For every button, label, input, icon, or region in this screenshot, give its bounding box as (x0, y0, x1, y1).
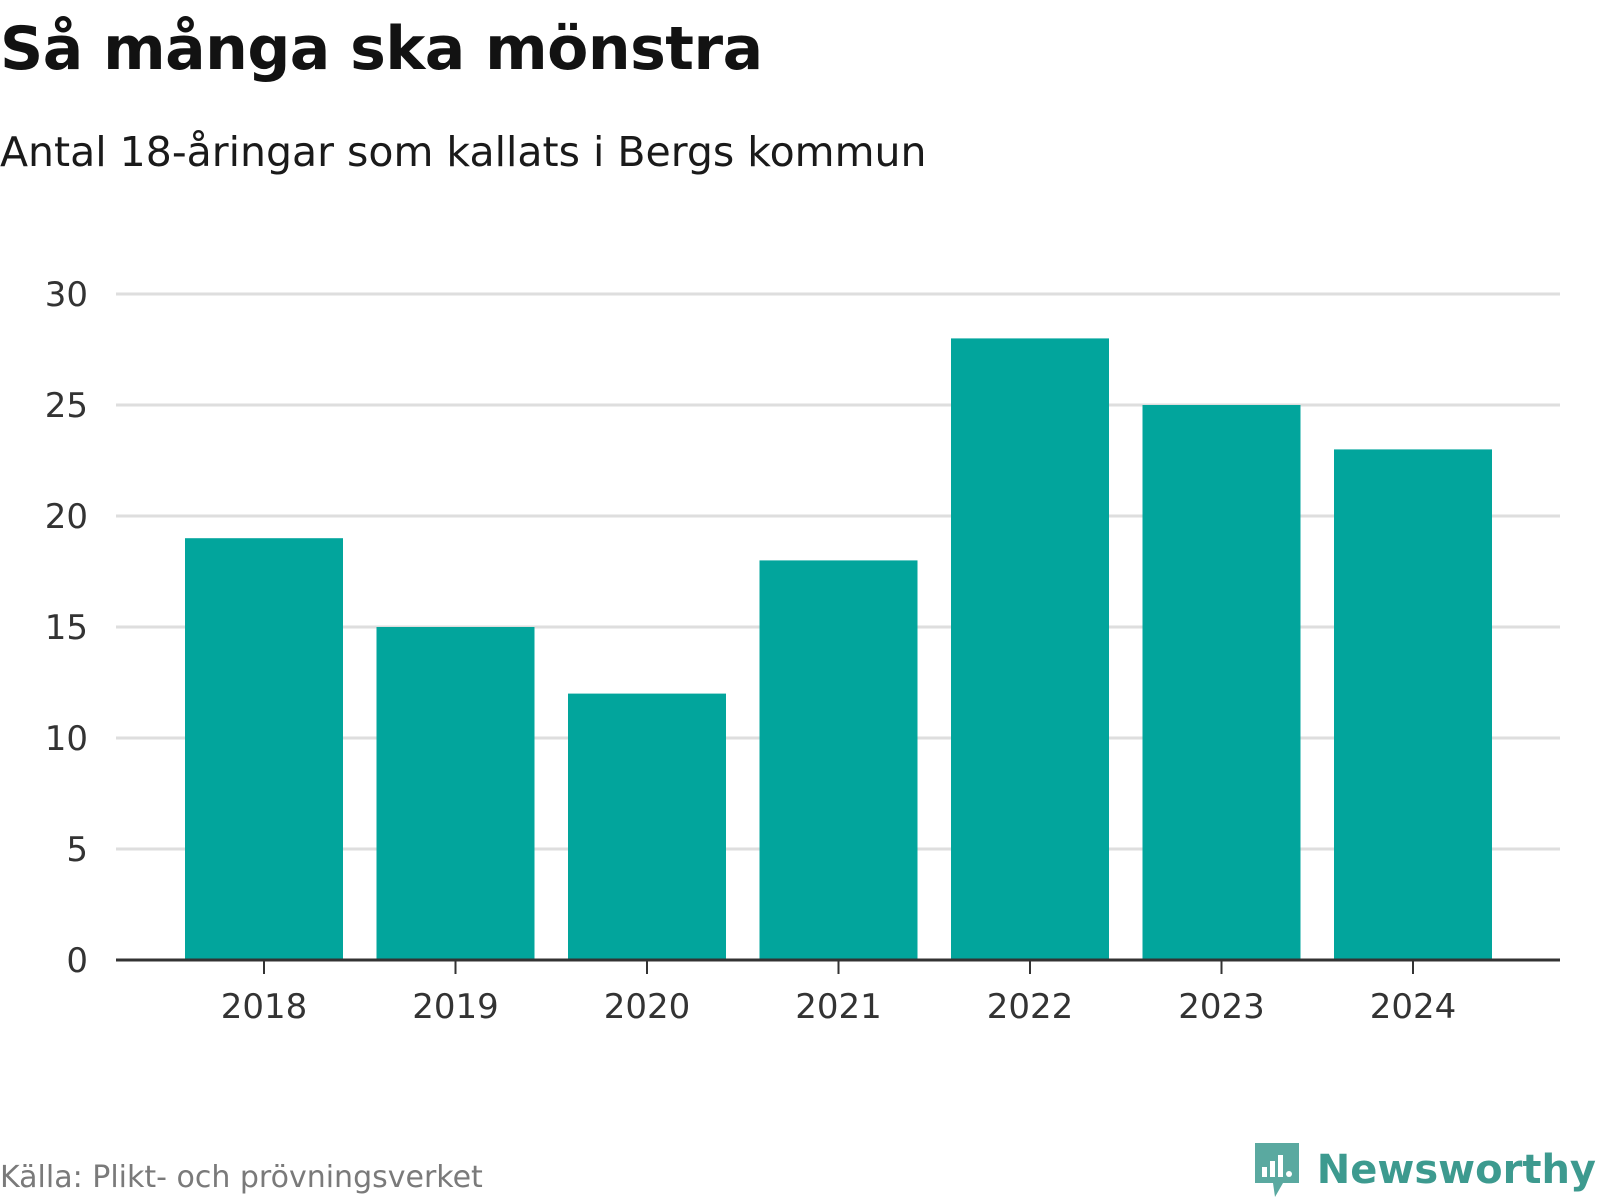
x-tick-label: 2022 (987, 987, 1074, 1027)
bar-2018[interactable] (185, 538, 343, 960)
newsworthy-logo-icon (1254, 1143, 1299, 1197)
bar-2024[interactable] (1334, 449, 1492, 960)
y-tick-label: 10 (45, 719, 88, 759)
x-tick-label: 2021 (795, 987, 882, 1027)
bars (185, 338, 1492, 960)
bar-2022[interactable] (951, 338, 1109, 960)
y-tick-label: 15 (45, 608, 88, 648)
bar-2021[interactable] (759, 560, 918, 960)
bar-chart: 0 5 10 15 20 25 30 2018 2019 2020 2021 2022 2023 2024 (45, 275, 1560, 1027)
chart-title: Så många ska mönstra (0, 14, 763, 84)
y-tick-label: 5 (66, 830, 88, 870)
y-tick-label: 0 (66, 941, 88, 981)
x-tick-label: 2018 (221, 987, 308, 1027)
x-tick-label: 2023 (1178, 987, 1265, 1027)
x-tick-label: 2024 (1370, 987, 1457, 1027)
axes: 0 5 10 15 20 25 30 2018 2019 2020 2021 2022 2023 2024 (45, 275, 1560, 1027)
y-tick-label: 25 (45, 386, 88, 426)
x-tick-label: 2019 (412, 987, 499, 1027)
brand-name: Newsworthy (1316, 1147, 1596, 1193)
y-tick-label: 20 (45, 497, 88, 537)
x-tick-label: 2020 (604, 987, 691, 1027)
source-note: Källa: Plikt- och prövningsverket (0, 1160, 483, 1195)
bar-2020[interactable] (568, 693, 726, 960)
y-tick-label: 30 (45, 275, 88, 315)
bar-2019[interactable] (376, 627, 535, 960)
chart-subtitle: Antal 18-åringar som kallats i Bergs kom… (0, 128, 927, 176)
brand-logo[interactable]: Newsworthy (1253, 1140, 1596, 1200)
bar-2023[interactable] (1142, 405, 1301, 960)
